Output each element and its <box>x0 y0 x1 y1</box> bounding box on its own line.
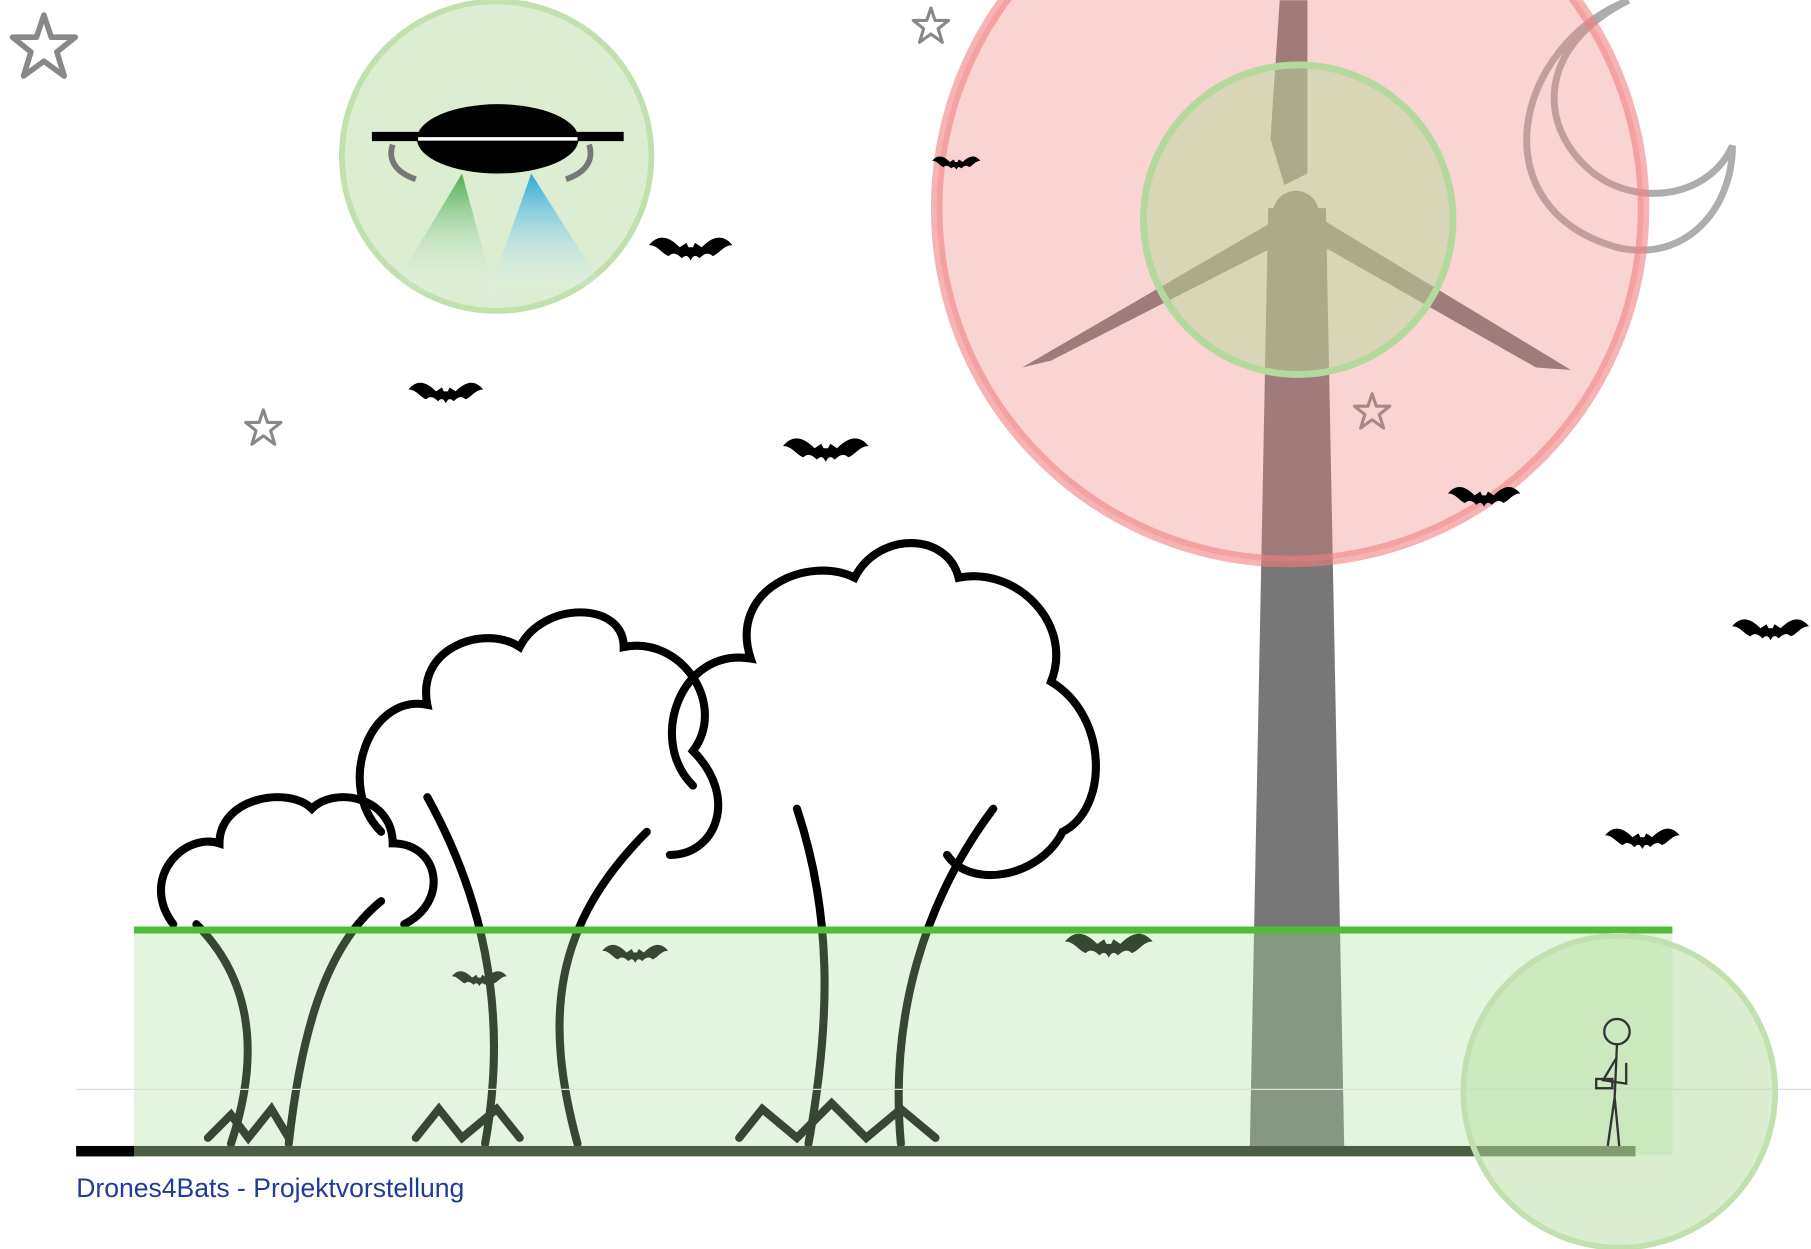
star <box>913 8 948 42</box>
star <box>246 410 281 444</box>
ground <box>76 1146 134 1156</box>
bat <box>1732 619 1809 640</box>
bat <box>783 438 869 461</box>
pilot-zone <box>1463 936 1775 1248</box>
bat <box>409 383 484 403</box>
bat <box>1605 829 1680 849</box>
page: {"footer": {"text": "Drones4Bats - Proje… <box>0 0 1811 1249</box>
flight-zone <box>134 930 1672 1155</box>
ground <box>76 1146 1635 1156</box>
star <box>12 15 75 76</box>
bat <box>649 238 732 261</box>
footer-text: Drones4Bats - Projektvorstellung <box>76 1173 464 1203</box>
slide: Drones4Bats - Projektvorstellung <box>0 0 1811 1249</box>
drone-zone <box>1143 65 1453 375</box>
